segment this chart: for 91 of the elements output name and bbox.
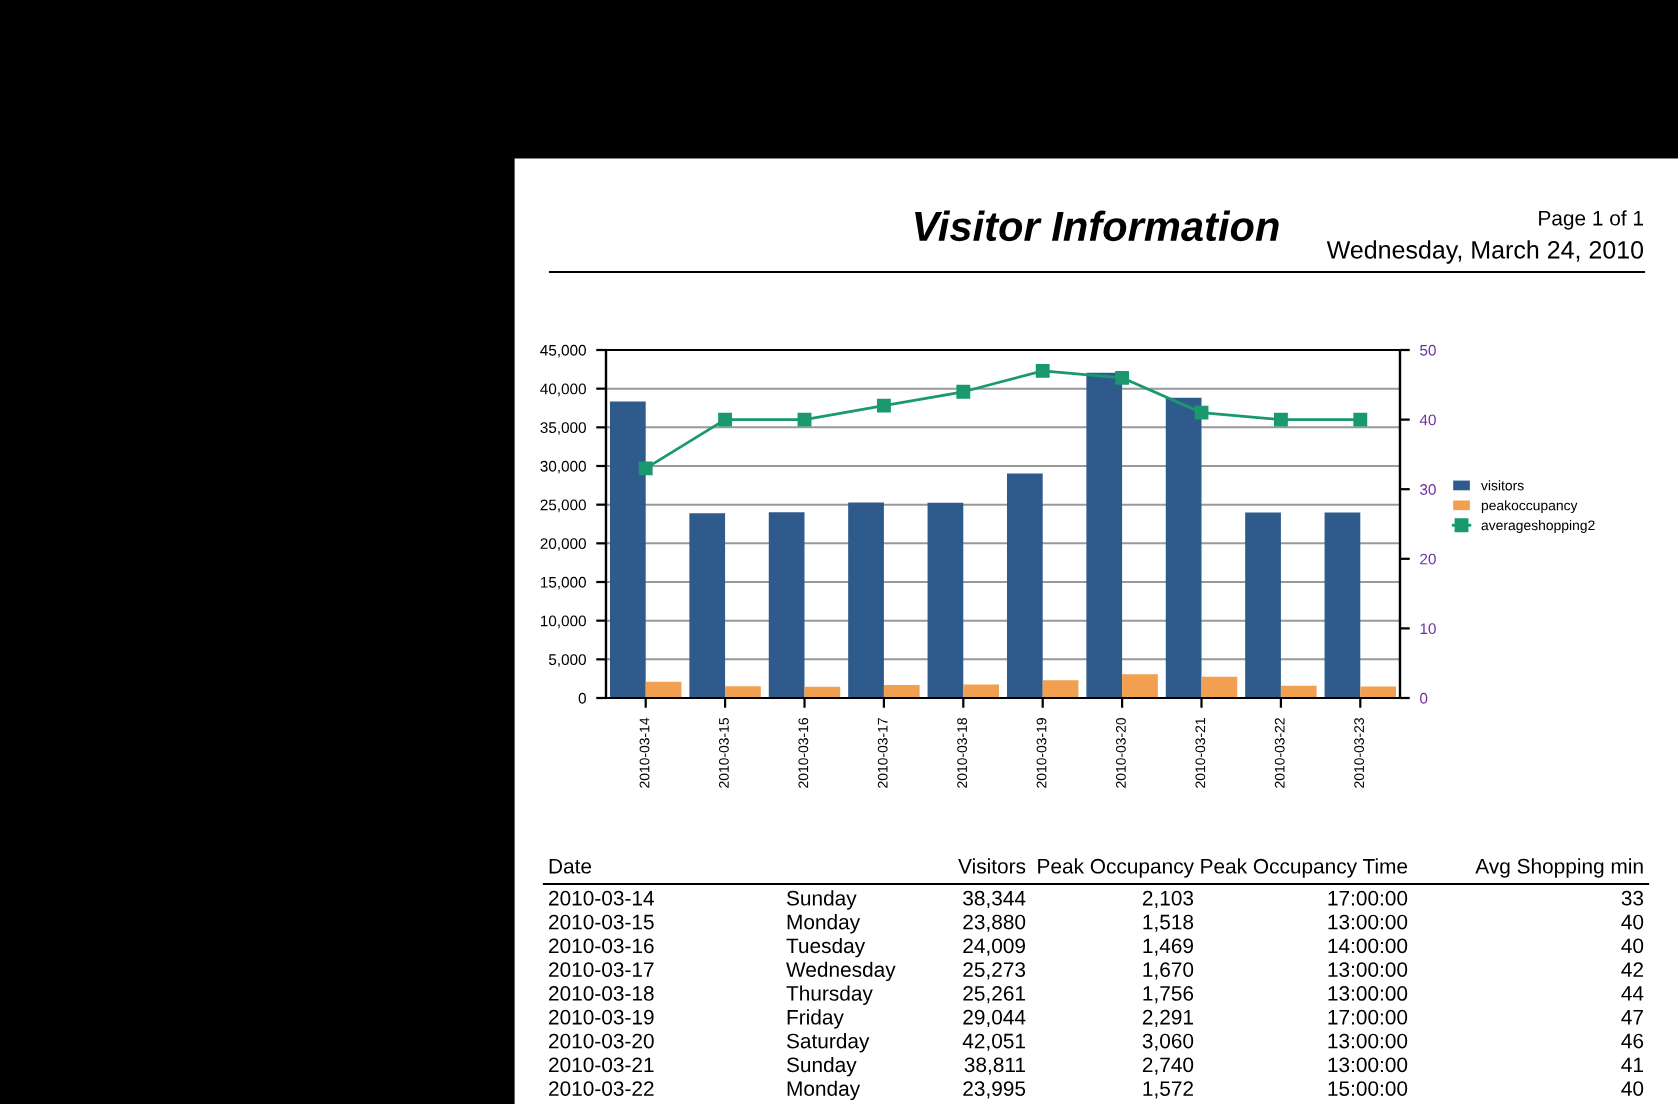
text: 41 [1621,1057,1643,1072]
point [1035,363,1050,378]
text: Saturday [786,1033,870,1053]
text: 13:00:00 [1328,1057,1408,1073]
point [1353,412,1368,427]
text: 2010-03-19 [549,1009,654,1025]
bar [609,401,646,698]
bar [1245,512,1281,698]
text: 25,261 [963,986,1025,1004]
text: 1,469 [1143,938,1194,956]
bar [1086,372,1123,698]
text: Sunday [786,1056,857,1077]
text: 38,344 [963,890,1026,909]
text: 2,103 [1142,890,1194,909]
text: Page 1 of 1 [1539,210,1643,230]
text: Tuesday [786,937,866,958]
text: Wednesday, March 24, 2010 [1326,240,1644,264]
text: Visitors [958,858,1026,874]
text: 25,273 [963,962,1026,980]
bar [1360,686,1397,698]
bar [645,681,682,698]
text: 2010-03-20 [549,1033,654,1049]
bar [1165,397,1202,698]
point [1194,405,1209,420]
text: 1,518 [1143,914,1194,932]
bar [1122,674,1158,698]
text: Peak Occupancy [1038,858,1194,878]
text: Sunday [786,890,857,910]
bar [963,684,1000,698]
bar [927,502,964,698]
text: 2010-03-15 [549,914,654,930]
point [1115,370,1130,385]
bar [1280,685,1317,698]
text: 2,740 [1142,1057,1194,1075]
text: 40 [1621,938,1644,954]
text: 23,995 [963,1081,1026,1099]
point [1273,412,1288,427]
text: 40 [1621,1081,1644,1096]
text: Wednesday [786,961,896,982]
text: 1,670 [1143,962,1194,980]
text: 2010-03-21 [549,1057,654,1073]
point [718,412,733,427]
bar [1324,512,1361,698]
text: 2010-03-18 [549,986,654,1001]
text: 24,009 [963,938,1026,956]
point [797,412,812,427]
point [956,384,971,399]
text: 2010-03-22 [549,1081,654,1096]
text: 47 [1621,1010,1643,1025]
text: 13:00:00 [1328,1033,1408,1049]
text: 2010-03-14 [549,890,654,906]
bar [725,686,761,698]
bar [689,513,726,698]
text: Date [549,859,592,874]
text: 40 [1621,914,1644,930]
text: 2010-03-17 [549,962,654,977]
text: 15:00:00 [1328,1081,1408,1096]
text: 29,044 [963,1009,1026,1028]
bar [1042,680,1079,698]
point [876,398,891,413]
text: 46 [1621,1033,1644,1049]
bar [883,685,920,698]
text: 2010-03-16 [549,938,654,954]
text: 17:00:00 [1328,890,1408,906]
text: 42,051 [962,1033,1025,1051]
text: Thursday [786,985,873,1005]
text: 14:00:00 [1328,938,1408,954]
text: 44 [1621,986,1644,1001]
text: 13:00:00 [1328,986,1408,1001]
bar [768,512,805,698]
text: 3,060 [1142,1033,1194,1051]
text: 42 [1621,962,1643,977]
text: 13:00:00 [1328,914,1408,930]
point [638,461,653,476]
chart-title: Visitor Information [915,210,1279,242]
text: 23,880 [963,914,1026,932]
text: Avg Shopping min [1475,858,1643,878]
text: 17:00:00 [1328,1009,1408,1025]
text: 38,811 [964,1057,1025,1075]
text: 1,572 [1143,1081,1193,1099]
text: Monday [787,1080,861,1101]
text: 33 [1621,890,1644,906]
bar [848,502,884,698]
text: Friday [787,1009,844,1029]
text: 1,756 [1143,986,1194,1004]
text: Peak Occupancy Time [1201,858,1408,878]
text: 2,291 [1142,1009,1193,1028]
bar [1201,676,1238,698]
text: Monday [787,914,861,934]
text: 13:00:00 [1328,962,1408,977]
bar [1006,473,1043,698]
